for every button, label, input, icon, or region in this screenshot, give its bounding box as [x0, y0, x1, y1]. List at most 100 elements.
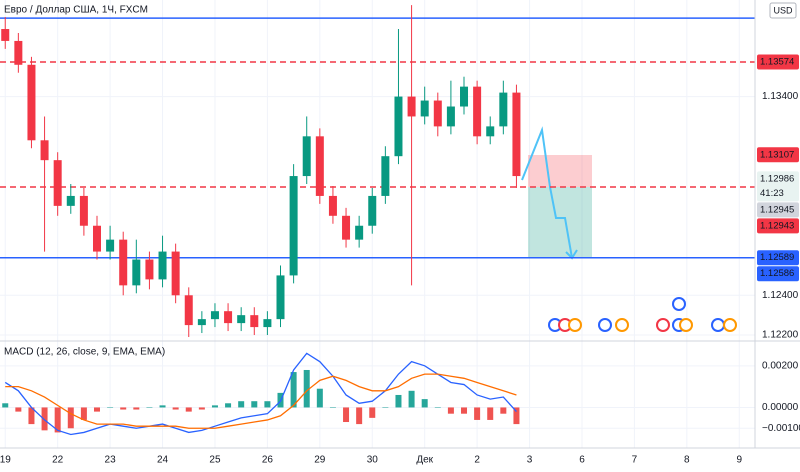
price-label: 1.12986	[760, 173, 794, 184]
histogram-bar	[238, 401, 245, 408]
labels-layer: 19 22 23 24 25 26 29 30 Дек 2 3 6 7 8 91.134001.124001…	[0, 54, 800, 466]
event-icon[interactable]	[723, 318, 737, 332]
y-tick-label: 1.12400	[762, 290, 799, 301]
candle-body	[342, 215, 351, 240]
histogram-bar	[251, 401, 258, 408]
event-icon[interactable]	[568, 318, 582, 332]
y-tick-label: −0.00100	[762, 423, 800, 434]
candle-body	[184, 295, 193, 326]
event-icon[interactable]	[615, 318, 629, 332]
candle-body	[355, 225, 364, 240]
price-label-badge	[757, 266, 799, 282]
histogram-bar	[395, 394, 402, 408]
histogram-bar	[434, 407, 441, 408]
x-tick-label: Дек	[416, 455, 433, 466]
candle-body	[420, 100, 429, 117]
currency-badge[interactable]	[769, 2, 797, 19]
target-zone[interactable]	[528, 187, 592, 257]
histogram-bar	[172, 407, 179, 410]
candle-body	[250, 315, 259, 328]
candle-body	[14, 40, 23, 65]
candle-body	[79, 195, 88, 226]
histogram-bar	[198, 407, 205, 410]
candle-body	[460, 86, 469, 107]
histogram-bar	[513, 407, 520, 425]
histogram-bar	[54, 407, 61, 433]
histogram-bar	[474, 407, 481, 420]
countdown: 41:23	[760, 188, 784, 199]
y-tick-label: 0.00000	[762, 402, 799, 413]
event-icon[interactable]	[672, 297, 686, 311]
stop-zone[interactable]	[528, 155, 592, 187]
event-icon[interactable]	[598, 318, 612, 332]
marks-layer	[0, 5, 755, 436]
price-label: 1.12943	[760, 220, 794, 231]
candle-body	[394, 96, 403, 157]
price-label-badge	[757, 54, 799, 70]
price-label-badge	[757, 202, 799, 218]
candle-body	[237, 315, 246, 324]
candle-body	[446, 106, 455, 127]
candle-body	[433, 100, 442, 127]
candle-body	[197, 319, 206, 326]
x-tick-label: 25	[209, 455, 221, 466]
histogram-bar	[382, 407, 389, 408]
candle-body	[512, 92, 521, 177]
price-label: 1.12586	[760, 268, 794, 279]
event-icon[interactable]	[679, 318, 693, 332]
price-label-badge	[757, 171, 799, 202]
x-tick-label: 7	[632, 455, 638, 466]
candle-body	[66, 195, 75, 206]
y-tick-label: 1.12200	[762, 330, 799, 341]
x-tick-label: 22	[52, 455, 64, 466]
price-label: 1.13574	[760, 57, 794, 68]
histogram-bar	[225, 403, 232, 408]
histogram-bar	[421, 399, 428, 408]
event-icons	[548, 297, 737, 332]
candle-body	[158, 251, 167, 280]
histogram-bar	[93, 407, 100, 412]
histogram-bar	[487, 407, 494, 420]
price-label-badge	[757, 250, 799, 266]
candle-body	[368, 195, 377, 226]
x-tick-label: 6	[579, 455, 585, 466]
forecast-path[interactable]	[521, 126, 573, 259]
histogram-bar	[133, 407, 140, 410]
candle-body	[486, 126, 495, 137]
price-label-badge	[757, 147, 799, 163]
candle-body	[381, 156, 390, 196]
histogram-bar	[15, 407, 22, 412]
histogram-bar	[329, 407, 336, 408]
histogram-bar	[146, 407, 153, 408]
candle-body	[302, 136, 311, 177]
candle-body	[1, 29, 10, 41]
x-tick-label: 8	[684, 455, 690, 466]
histogram-bar	[211, 405, 218, 408]
candle-body	[106, 239, 115, 252]
histogram-bar	[408, 390, 415, 408]
grid-layer	[0, 0, 755, 448]
event-icon[interactable]	[656, 318, 670, 332]
histogram-bar	[264, 401, 271, 408]
currency-label: USD	[773, 5, 793, 15]
candle-body	[315, 136, 324, 196]
x-tick-label: 29	[314, 455, 326, 466]
x-tick-label: 26	[262, 455, 274, 466]
event-icon[interactable]	[711, 318, 725, 332]
x-tick-label: 2	[474, 455, 480, 466]
histogram-bar	[500, 407, 507, 414]
histogram-bar	[461, 407, 468, 414]
candle-body	[132, 259, 141, 286]
candle-body	[40, 140, 49, 161]
candle-body	[53, 160, 62, 206]
histogram-bar	[80, 407, 87, 420]
candle-body	[224, 311, 233, 324]
indicator-line	[5, 373, 517, 429]
histogram-bar	[159, 405, 166, 408]
candle-body	[276, 275, 285, 320]
price-label: 1.12945	[760, 204, 794, 215]
x-tick-label: 19	[0, 455, 11, 466]
histogram-bar	[369, 407, 376, 418]
x-tick-label: 30	[367, 455, 379, 466]
